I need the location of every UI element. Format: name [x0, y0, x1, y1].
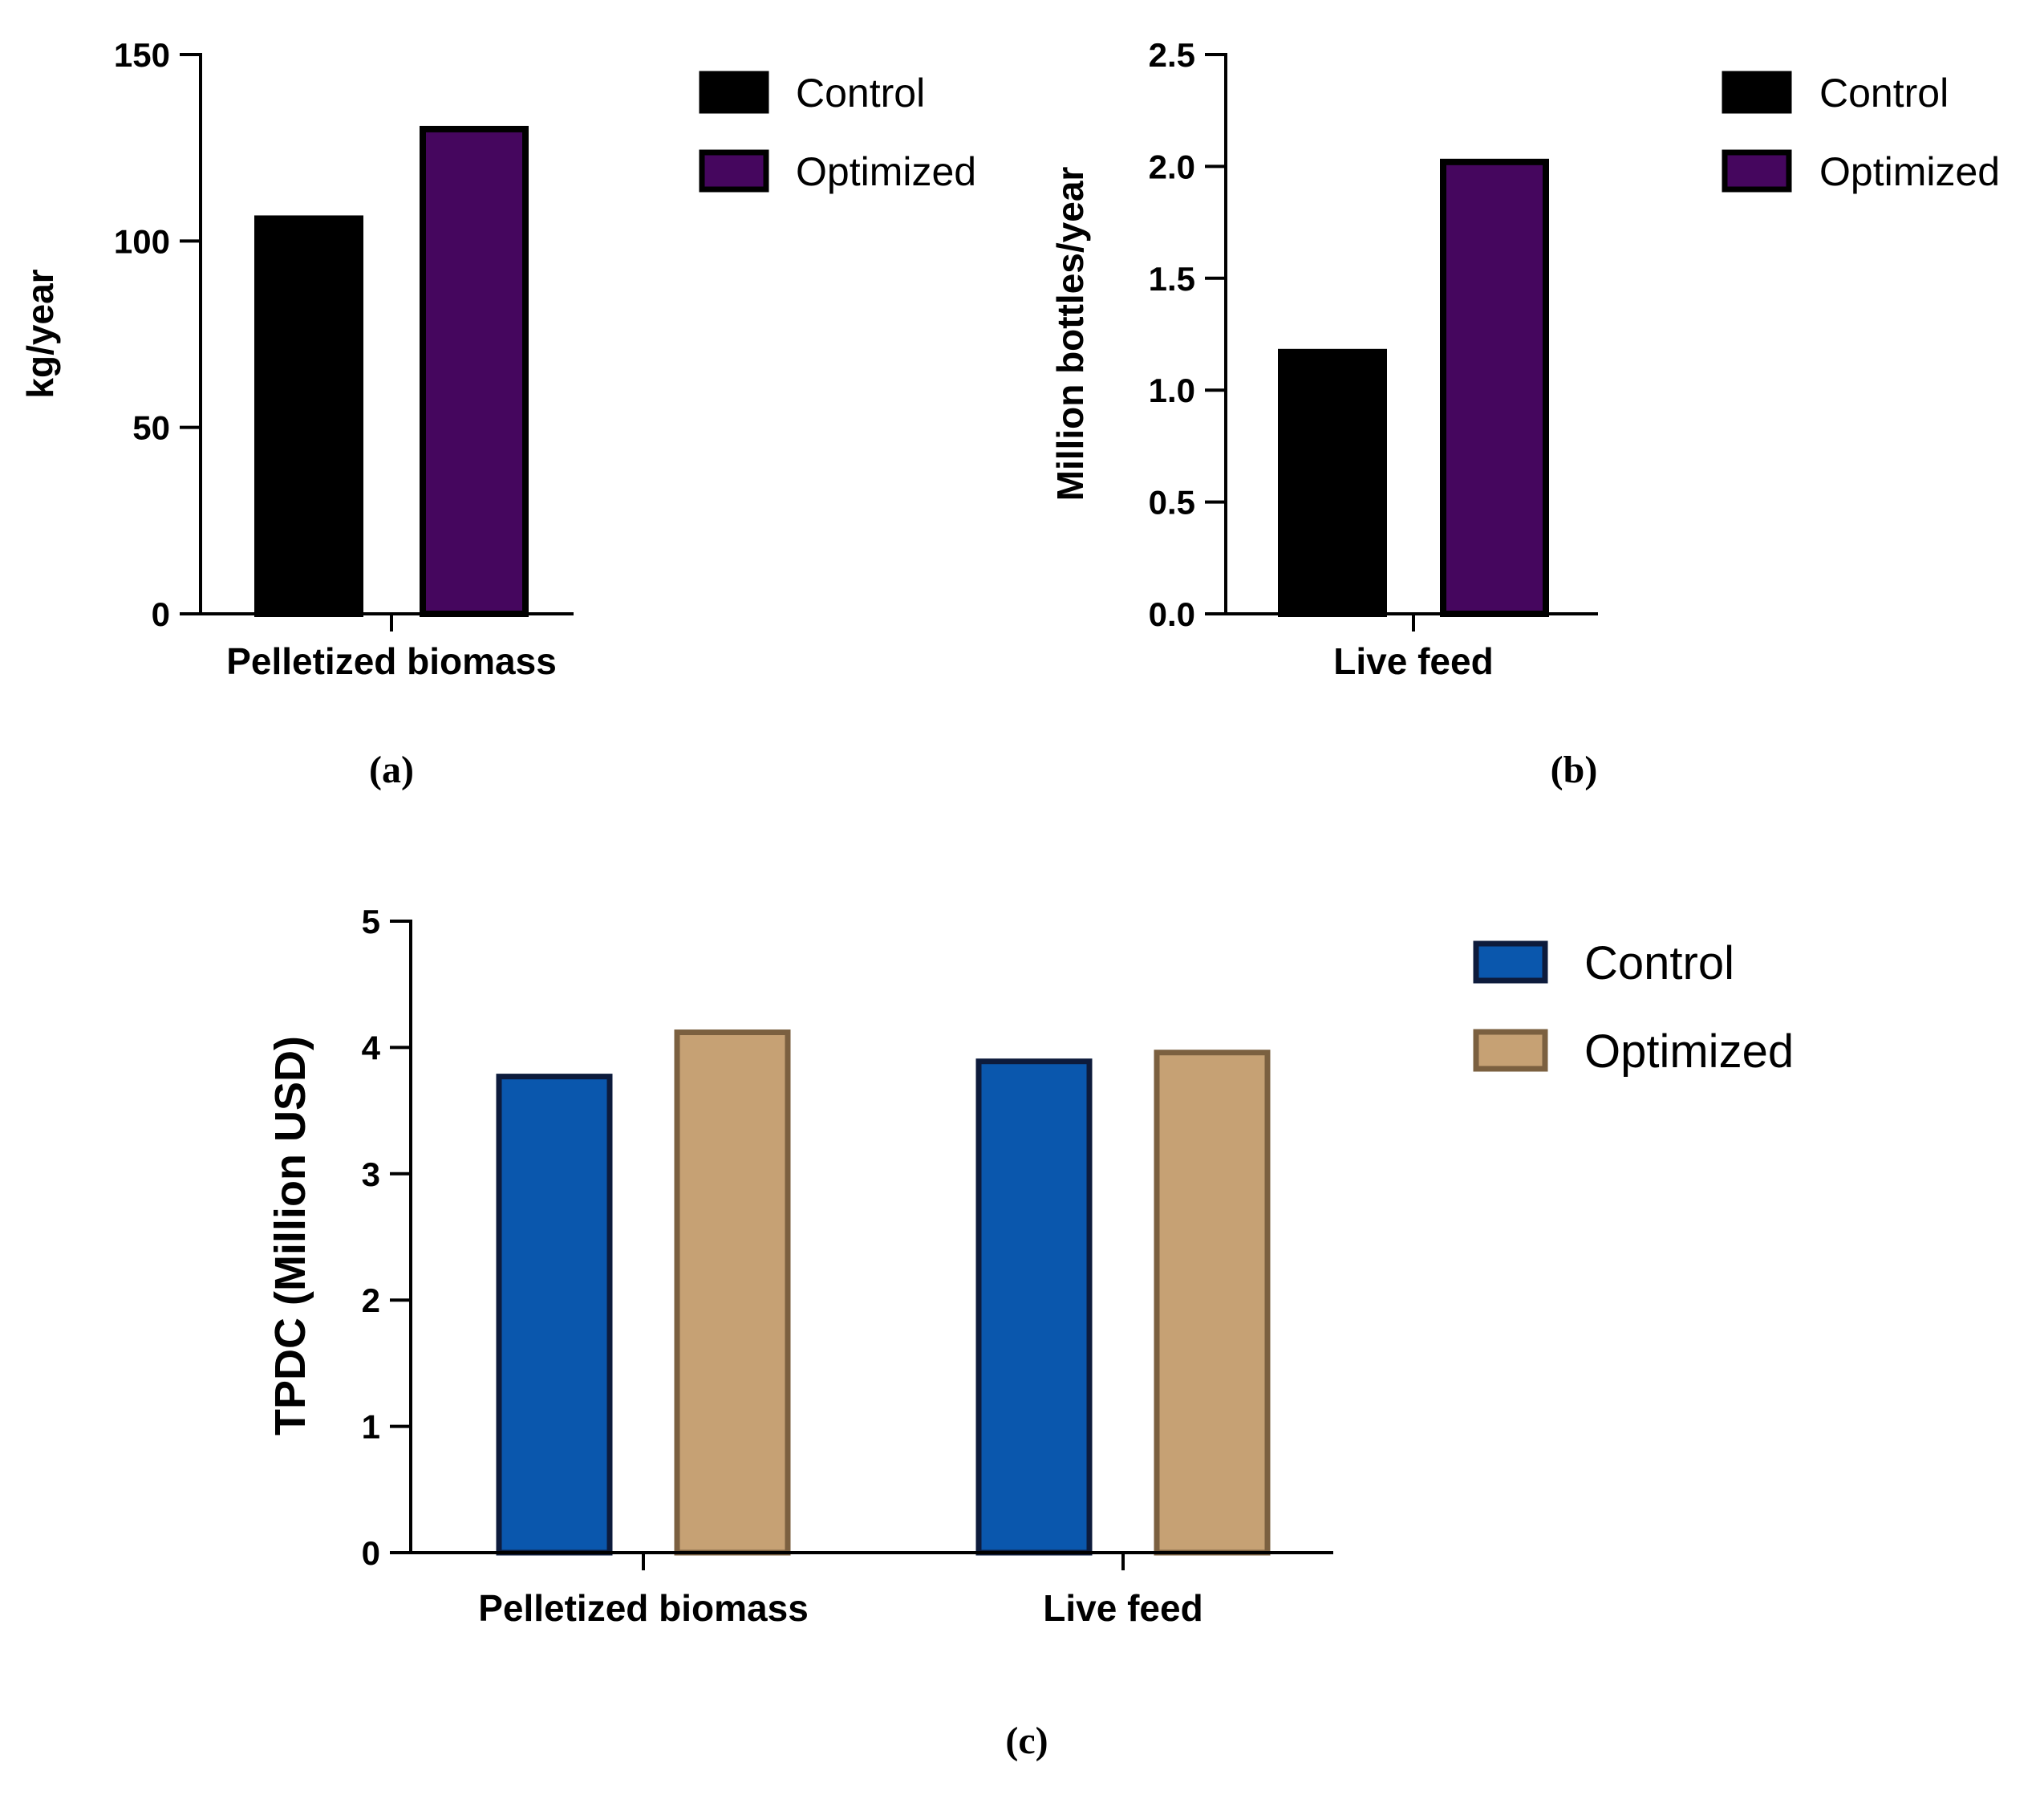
legend-swatch-control — [1473, 940, 1548, 984]
bar-optimized-2 — [1154, 1050, 1271, 1556]
bar-optimized-1 — [674, 1029, 791, 1556]
y-axis-title: TPDC (Million USD) — [266, 1036, 314, 1436]
y-tick-label: 50 — [132, 409, 170, 447]
legend-label-optimized: Optimized — [1584, 1025, 1794, 1078]
legend-label-control: Control — [1584, 937, 1734, 989]
y-tick-label: 1.5 — [1149, 260, 1195, 298]
legend-label-optimized: Optimized — [796, 149, 976, 194]
y-tick-label: 0.5 — [1149, 484, 1195, 522]
chart-panel-1: 0 50 100 150 Pelletized biomass kg/year Contro… — [19, 36, 976, 791]
legend: Control Optimized — [1722, 71, 2000, 194]
x-category-label: Pelletized biomass — [478, 1587, 809, 1629]
y-tick-label: 0 — [152, 595, 170, 633]
y-tick-label: 1.0 — [1149, 372, 1195, 409]
y-tick-label: 0 — [362, 1534, 380, 1572]
y-tick-label: 2.0 — [1149, 148, 1195, 185]
y-tick-label: 2.5 — [1149, 36, 1195, 74]
bar-optimized-1 — [1440, 158, 1549, 618]
panel-label: (b) — [1551, 749, 1598, 791]
legend-swatch-control — [699, 71, 769, 114]
panel-label: (a) — [369, 749, 414, 791]
bar-control-1 — [254, 215, 363, 617]
y-tick-label: 150 — [114, 36, 170, 74]
x-category-label: Live feed — [1043, 1587, 1202, 1629]
y-axis-title: kg/year — [19, 269, 61, 398]
y-tick-label: 4 — [362, 1029, 381, 1066]
y-axis-title: Million bottles/year — [1049, 167, 1091, 502]
y-tick-label: 3 — [362, 1155, 380, 1193]
bar-control-1 — [1278, 348, 1387, 617]
legend-swatch-optimized — [699, 149, 769, 193]
panel-label: (c) — [1005, 1720, 1048, 1762]
legend-label-control: Control — [1819, 71, 1949, 116]
y-tick-label: 1 — [362, 1408, 380, 1446]
legend: Control Optimized — [699, 71, 976, 194]
legend-label-control: Control — [796, 71, 925, 116]
y-tick-label: 5 — [362, 903, 380, 940]
y-tick-label: 100 — [114, 222, 170, 260]
chart-panel-3: 0 1 2 3 4 5 Pelletized biomass Live feed TPDC (M… — [266, 903, 1794, 1762]
legend-swatch-optimized — [1473, 1029, 1548, 1072]
x-category-label: Live feed — [1333, 640, 1493, 682]
chart-panel-2: 0.0 0.5 1.0 1.5 2.0 2.5 Live feed Million bottl… — [1049, 36, 2000, 791]
bar-control-1 — [496, 1074, 613, 1556]
legend: Control Optimized — [1473, 937, 1794, 1078]
bar-control-2 — [975, 1058, 1093, 1556]
legend-swatch-control — [1722, 71, 1792, 114]
y-tick-label: 2 — [362, 1281, 380, 1319]
legend-label-optimized: Optimized — [1819, 149, 2000, 194]
x-category-label: Pelletized biomass — [226, 640, 557, 682]
legend-swatch-optimized — [1722, 149, 1792, 193]
y-tick-label: 0.0 — [1149, 595, 1195, 633]
bar-optimized-1 — [420, 125, 529, 617]
